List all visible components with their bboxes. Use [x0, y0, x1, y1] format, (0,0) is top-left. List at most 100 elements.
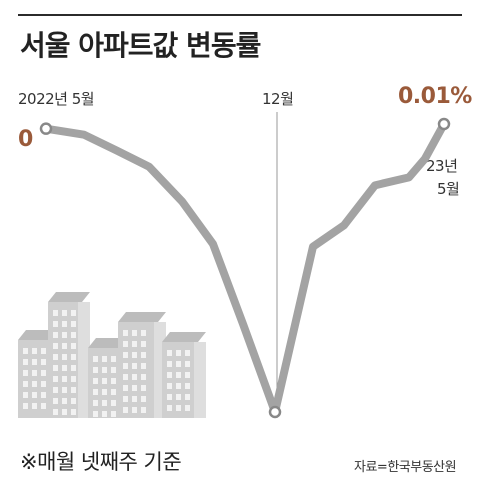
- building-window: [62, 310, 67, 316]
- building-window: [167, 383, 172, 389]
- building-window: [23, 359, 28, 365]
- building-window: [53, 376, 58, 382]
- building-window: [32, 381, 37, 387]
- building-window: [93, 367, 98, 373]
- building-window: [71, 332, 76, 338]
- building-window: [132, 363, 137, 369]
- building-window: [111, 400, 116, 406]
- building-roof: [162, 332, 206, 342]
- building-window: [167, 372, 172, 378]
- building-window: [53, 398, 58, 404]
- building-window: [93, 378, 98, 384]
- building-window: [123, 330, 128, 336]
- building-window: [111, 367, 116, 373]
- minimum-point-marker: [268, 405, 282, 419]
- building-window: [141, 396, 146, 402]
- building-window: [111, 378, 116, 384]
- building-window: [176, 361, 181, 367]
- building-window: [185, 394, 190, 400]
- building-window: [53, 310, 58, 316]
- building-window: [185, 361, 190, 367]
- apartment-buildings-illustration: [18, 292, 206, 418]
- building-window: [62, 376, 67, 382]
- top-rule: [18, 14, 462, 16]
- building-window: [167, 394, 172, 400]
- building-window: [141, 407, 146, 413]
- building-window: [132, 385, 137, 391]
- building-side: [194, 342, 206, 418]
- building-window: [53, 365, 58, 371]
- start-point-marker: [39, 122, 53, 135]
- x-label-start: 2022년 5월: [18, 90, 95, 108]
- building-window: [93, 389, 98, 395]
- building-window: [167, 350, 172, 356]
- building-window: [141, 352, 146, 358]
- building-window: [41, 348, 46, 354]
- building-window: [141, 374, 146, 380]
- building-window: [32, 359, 37, 365]
- building-window: [102, 356, 107, 362]
- building-window: [41, 392, 46, 398]
- building-window: [111, 389, 116, 395]
- building-window: [23, 392, 28, 398]
- building-window: [102, 378, 107, 384]
- building-window: [53, 321, 58, 327]
- building-window: [167, 361, 172, 367]
- building-window: [123, 396, 128, 402]
- building-window: [123, 341, 128, 347]
- building-window: [123, 352, 128, 358]
- building-window: [176, 383, 181, 389]
- building-window: [32, 392, 37, 398]
- building-window: [32, 348, 37, 354]
- building-window: [71, 398, 76, 404]
- building-window: [102, 400, 107, 406]
- building-window: [41, 359, 46, 365]
- building-window: [132, 407, 137, 413]
- building-window: [71, 409, 76, 415]
- building-window: [167, 405, 172, 411]
- building-window: [111, 356, 116, 362]
- building-window: [93, 400, 98, 406]
- building-window: [176, 350, 181, 356]
- series-line: [42, 120, 448, 416]
- building-window: [141, 330, 146, 336]
- building-window: [123, 385, 128, 391]
- building-window: [176, 372, 181, 378]
- building-window: [93, 356, 98, 362]
- chart-title: 서울 아파트값 변동률: [20, 29, 261, 62]
- series-layer: [39, 117, 451, 419]
- building-window: [185, 383, 190, 389]
- end-point-marker: [437, 117, 451, 131]
- building-window: [93, 411, 98, 417]
- building-window: [62, 365, 67, 371]
- building-window: [132, 341, 137, 347]
- building-window: [123, 363, 128, 369]
- building-window: [176, 405, 181, 411]
- building-window: [111, 411, 116, 417]
- building-window: [53, 332, 58, 338]
- footnote: ※매월 넷째주 기준: [20, 450, 182, 474]
- building-roof: [48, 292, 90, 302]
- building-window: [53, 387, 58, 393]
- building-window: [62, 387, 67, 393]
- building-window: [62, 409, 67, 415]
- building-window: [141, 363, 146, 369]
- building-window: [185, 405, 190, 411]
- building-window: [71, 365, 76, 371]
- x-label-end-month: 5월: [437, 180, 460, 198]
- building-window: [23, 370, 28, 376]
- building-window: [176, 394, 181, 400]
- x-label-end-year: 23년: [426, 157, 458, 175]
- building-window: [23, 381, 28, 387]
- building-window: [185, 350, 190, 356]
- building-window: [62, 398, 67, 404]
- building-window: [32, 370, 37, 376]
- building-window: [53, 354, 58, 360]
- building-window: [23, 403, 28, 409]
- start-value-annotation: 0: [18, 127, 33, 152]
- building-window: [102, 367, 107, 373]
- building-window: [132, 396, 137, 402]
- building-window: [71, 354, 76, 360]
- building-window: [71, 343, 76, 349]
